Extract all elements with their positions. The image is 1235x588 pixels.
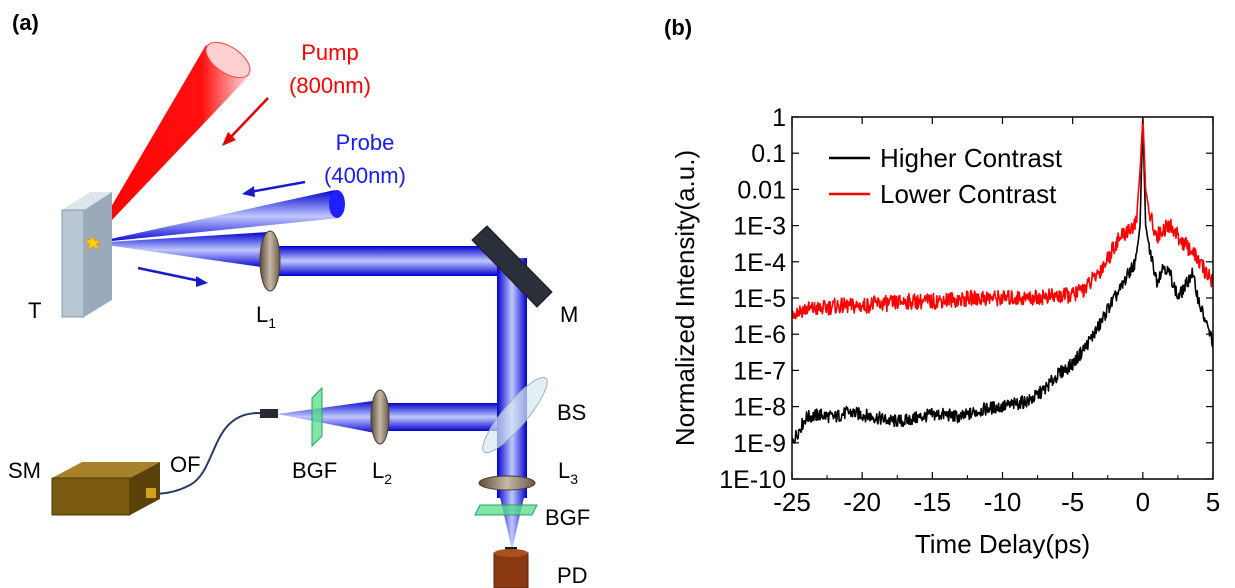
lens-l3-label: L3	[558, 458, 578, 487]
probe-arrow	[249, 180, 306, 194]
target-front	[61, 209, 85, 318]
y-tick-label: 1E-8	[733, 394, 786, 422]
pump-beam	[90, 45, 250, 243]
x-tick-label: -25	[773, 487, 811, 517]
x-axis-label: Time Delay(ps)	[915, 529, 1090, 559]
y-tick-label: 1E-6	[733, 321, 786, 349]
target-side	[84, 192, 112, 317]
bgf-filter-bottom	[474, 504, 538, 516]
bgf-bottom-label: BGF	[545, 505, 590, 530]
reflection-arrow	[137, 266, 201, 283]
legend-label: Lower Contrast	[880, 179, 1057, 209]
probe-beam-incoming	[92, 190, 340, 243]
spark-icon	[83, 234, 103, 252]
photodiode	[493, 552, 529, 588]
optical-fiber	[149, 411, 261, 495]
legend-label: Higher Contrast	[880, 143, 1063, 173]
probe-beam-reflected	[92, 232, 268, 268]
y-axis-label: Normalized Intensity(a.u.)	[670, 150, 700, 446]
mirror-label: M	[560, 302, 578, 327]
fiber-coupler	[260, 409, 278, 418]
beam-l1-to-mirror	[275, 246, 500, 276]
probe-wavelength: (400nm)	[324, 163, 406, 188]
y-tick-label: 1E-4	[733, 249, 786, 277]
panel-b: (b) -25 -20 -15 -10 -5 0 5 1E-10 1E-9 1E-8 1E-7 1E-…	[664, 15, 1220, 559]
beam-bs-to-l2	[385, 403, 497, 431]
pump-beam-end	[205, 41, 251, 79]
spectrometer-label: SM	[8, 458, 41, 483]
spectrometer-side	[130, 462, 160, 515]
series-line-lower-contrast	[792, 117, 1213, 320]
lens-l1-label: L1	[256, 302, 276, 331]
lens-l2-label: L2	[372, 458, 392, 487]
y-tick-label: 1E-7	[733, 357, 786, 385]
target-top	[62, 192, 112, 210]
panel-a: (a) Pump (800nm) Probe (400nm) T L1	[8, 10, 590, 588]
y-tick-label: 1	[772, 104, 786, 132]
x-tick-label: -15	[914, 487, 952, 517]
probe-arrow-head	[242, 186, 255, 197]
beam-splitter	[482, 376, 548, 454]
bgf-left-label: BGF	[292, 458, 337, 483]
x-tick-label: 5	[1206, 487, 1220, 517]
panel-a-tag: (a)	[12, 10, 39, 35]
target-label: T	[28, 298, 41, 323]
lens-l2	[370, 389, 390, 445]
beam-l2-to-fiber	[277, 400, 380, 434]
lens-l1	[259, 230, 281, 292]
x-tick-label: 0	[1136, 487, 1150, 517]
pump-wavelength: (800nm)	[289, 73, 371, 98]
beam-l3-to-pd	[497, 484, 527, 550]
chart: -25 -20 -15 -10 -5 0 5 1E-10 1E-9 1E-8 1E-7 1E-6 1E-…	[670, 104, 1220, 559]
lens-l3	[478, 475, 536, 491]
y-tick-label: 0.1	[751, 140, 786, 168]
mirror-m	[471, 225, 553, 308]
beam-splitter-label: BS	[557, 400, 586, 425]
spectrometer-front	[51, 477, 131, 516]
y-tick-label: 1E-5	[733, 285, 786, 313]
probe-label: Probe	[336, 130, 395, 155]
reflection-arrow-head	[196, 276, 208, 287]
photodiode-label: PD	[557, 563, 588, 588]
panel-b-tag: (b)	[664, 15, 692, 40]
bgf-filter-left	[311, 386, 323, 448]
y-tick-label: 1E-9	[733, 430, 786, 458]
pump-arrow	[227, 97, 269, 141]
y-tick-label: 1E-3	[733, 213, 786, 241]
x-tick-label: -20	[843, 487, 881, 517]
spectrometer-top	[52, 462, 160, 478]
y-tick-label: 1E-10	[719, 466, 786, 494]
pump-arrow-head	[222, 132, 236, 146]
x-tick-label: -5	[1061, 487, 1084, 517]
beam-mirror-to-bs	[497, 258, 527, 498]
spectrometer-port	[146, 488, 156, 498]
pump-label: Pump	[301, 40, 358, 65]
y-tick-label: 0.01	[737, 176, 786, 204]
probe-beam-end	[329, 190, 345, 218]
x-tick-label: -10	[984, 487, 1022, 517]
photodiode-top	[494, 549, 528, 557]
optical-fiber-label: OF	[170, 452, 201, 477]
